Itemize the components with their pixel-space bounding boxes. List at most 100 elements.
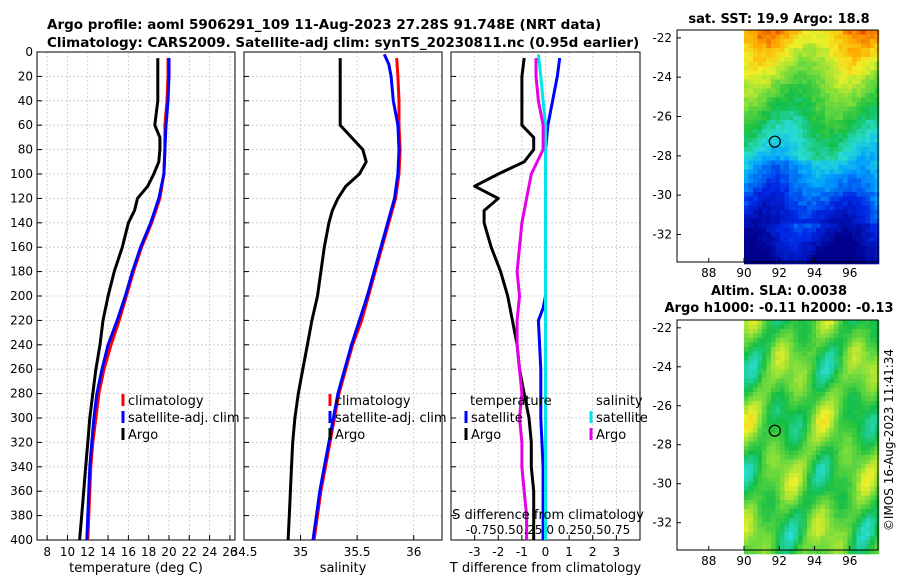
heatmap-cell — [816, 61, 821, 67]
heatmap-cell — [744, 174, 749, 179]
heatmap-cell — [838, 250, 844, 256]
heatmap-cell — [820, 369, 826, 375]
heatmap-cell — [753, 250, 758, 256]
heatmap-cell — [744, 369, 749, 375]
heatmap-cell — [771, 187, 776, 193]
heatmap-cell — [798, 201, 803, 206]
heatmap-cell — [771, 401, 776, 406]
heatmap-cell — [807, 30, 812, 35]
heatmap-cell — [838, 320, 844, 325]
heatmap-cell — [852, 246, 857, 251]
heatmap-cell — [757, 468, 763, 474]
heatmap-cell — [856, 214, 862, 220]
heatmap-cell — [775, 455, 781, 460]
heatmap-cell — [780, 142, 785, 148]
heatmap-cell — [757, 151, 763, 157]
heatmap-cell — [793, 405, 799, 411]
heatmap-cell — [748, 468, 754, 474]
heatmap-cell — [793, 486, 799, 492]
heatmap-cell — [856, 356, 862, 361]
heatmap-cell — [825, 237, 830, 242]
heatmap-cell — [780, 351, 785, 357]
heatmap-cell — [766, 540, 772, 546]
heatmap-cell — [811, 106, 817, 112]
heatmap-cell — [852, 531, 857, 537]
heatmap-cell — [847, 142, 853, 148]
heatmap-cell — [816, 156, 821, 161]
heatmap-cell — [843, 70, 848, 76]
heatmap-cell — [784, 205, 790, 211]
heatmap-cell — [811, 237, 817, 242]
heatmap-cell — [775, 513, 781, 519]
y-tick-label: -26 — [652, 110, 672, 124]
heatmap-cell — [784, 57, 790, 62]
heatmap-cell — [748, 97, 754, 103]
heatmap-cell — [847, 405, 853, 411]
heatmap-cell — [744, 228, 749, 233]
heatmap-cell — [843, 383, 848, 388]
heatmap-cell — [843, 540, 848, 546]
y-tick-label: 120 — [10, 191, 33, 205]
heatmap-cell — [852, 347, 857, 352]
heatmap-cell — [784, 214, 790, 220]
heatmap-cell — [838, 97, 844, 103]
heatmap-cell — [834, 151, 839, 157]
heatmap-cell — [856, 482, 862, 487]
heatmap-cell — [744, 79, 749, 85]
heatmap-cell — [775, 450, 781, 456]
heatmap-cell — [775, 133, 781, 139]
heatmap-cell — [793, 383, 799, 388]
heatmap-cell — [865, 410, 871, 415]
heatmap-cell — [757, 246, 763, 251]
heatmap-cell — [870, 374, 875, 379]
heatmap-cell — [861, 111, 866, 116]
heatmap-cell — [861, 34, 866, 40]
heatmap-cell — [789, 378, 794, 384]
heatmap-cell — [829, 401, 835, 406]
heatmap-cell — [829, 383, 835, 388]
heatmap-cell — [865, 102, 871, 107]
heatmap-cell — [820, 378, 826, 384]
heatmap-cell — [762, 97, 767, 103]
heatmap-cell — [789, 495, 794, 501]
heatmap-cell — [865, 383, 871, 388]
heatmap-cell — [757, 405, 763, 411]
heatmap-cell — [793, 500, 799, 505]
heatmap-cell — [766, 165, 772, 170]
heatmap-cell — [843, 392, 848, 397]
heatmap-cell — [829, 48, 835, 53]
heatmap-cell — [847, 392, 853, 397]
heatmap-cell — [834, 129, 839, 134]
heatmap-cell — [843, 192, 848, 197]
heatmap-cell — [852, 237, 857, 242]
heatmap-cell — [802, 450, 808, 456]
heatmap-cell — [852, 165, 857, 170]
heatmap-cell — [834, 320, 839, 325]
heatmap-cell — [816, 387, 821, 393]
heatmap-cell — [829, 124, 835, 130]
heatmap-cell — [861, 432, 866, 438]
legend-salinity-title: salinity — [596, 394, 643, 409]
heatmap-cell — [834, 160, 839, 166]
heatmap-cell — [856, 115, 862, 121]
heatmap-cell — [784, 133, 790, 139]
heatmap-cell — [784, 70, 790, 76]
heatmap-cell — [802, 196, 808, 202]
heatmap-cell — [870, 192, 875, 197]
heatmap-cell — [780, 437, 785, 442]
heatmap-cell — [829, 374, 835, 379]
heatmap-cell — [748, 210, 754, 215]
heatmap-cell — [748, 102, 754, 107]
heatmap-cell — [807, 156, 812, 161]
heatmap-cell — [744, 491, 749, 496]
x-axis-title: salinity — [320, 561, 367, 576]
heatmap-cell — [874, 147, 880, 152]
heatmap-cell — [744, 124, 749, 130]
heatmap-cell — [789, 356, 794, 361]
heatmap-cell — [766, 482, 772, 487]
heatmap-cell — [856, 88, 862, 94]
heatmap-cell — [847, 124, 853, 130]
heatmap-cell — [789, 169, 794, 175]
heatmap-cell — [757, 88, 763, 94]
heatmap-cell — [825, 522, 830, 528]
